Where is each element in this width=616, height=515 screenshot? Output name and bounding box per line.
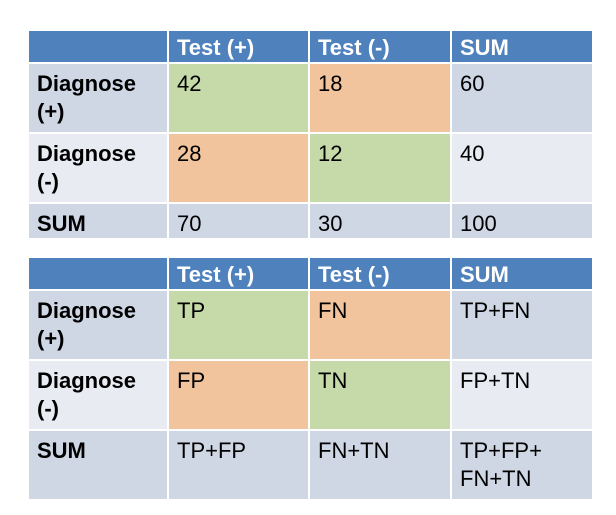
row-header-diagnose-negative: Diagnose (-) — [27, 359, 169, 431]
cell-false-negative-count: 18 — [308, 62, 452, 134]
cell-total-sum: TP+FP+ FN+TN — [450, 429, 594, 501]
cell-fn: FN — [308, 289, 452, 361]
cell-tn: TN — [308, 359, 452, 431]
header-row: Test (+) Test (-) SUM — [27, 256, 594, 291]
table-row-diagnose-negative: Diagnose (-) 28 12 40 — [27, 132, 594, 204]
table-row-diagnose-positive: Diagnose (+) TP FN TP+FN — [27, 289, 594, 361]
corner-cell — [27, 29, 169, 64]
cell-column-sum: TP+FP — [167, 429, 310, 501]
row-header-sum: SUM — [27, 429, 169, 501]
cell-column-sum: FN+TN — [308, 429, 452, 501]
column-header-test-negative: Test (-) — [308, 29, 452, 64]
cell-total-sum: 100 — [450, 202, 594, 240]
row-header-diagnose-positive: Diagnose (+) — [27, 62, 169, 134]
table-row-diagnose-negative: Diagnose (-) FP TN FP+TN — [27, 359, 594, 431]
cell-row-sum: 60 — [450, 62, 594, 134]
cell-fp: FP — [167, 359, 310, 431]
formula-table: Test (+) Test (-) SUM Diagnose (+) TP FN… — [27, 256, 594, 501]
cell-tp: TP — [167, 289, 310, 361]
header-row: Test (+) Test (-) SUM — [27, 29, 594, 64]
cell-column-sum: 30 — [308, 202, 452, 240]
row-header-diagnose-negative: Diagnose (-) — [27, 132, 169, 204]
cell-row-sum: FP+TN — [450, 359, 594, 431]
cell-column-sum: 70 — [167, 202, 310, 240]
table-row-sum: SUM 70 30 100 — [27, 202, 594, 240]
column-header-sum: SUM — [450, 256, 594, 291]
column-header-sum: SUM — [450, 29, 594, 64]
cell-row-sum: TP+FN — [450, 289, 594, 361]
cell-true-negative-count: 12 — [308, 132, 452, 204]
column-header-test-negative: Test (-) — [308, 256, 452, 291]
corner-cell — [27, 256, 169, 291]
cell-row-sum: 40 — [450, 132, 594, 204]
cell-true-positive-count: 42 — [167, 62, 310, 134]
row-header-diagnose-positive: Diagnose (+) — [27, 289, 169, 361]
table-row-diagnose-positive: Diagnose (+) 42 18 60 — [27, 62, 594, 134]
row-header-sum: SUM — [27, 202, 169, 240]
column-header-test-positive: Test (+) — [167, 256, 310, 291]
column-header-test-positive: Test (+) — [167, 29, 310, 64]
table-row-sum: SUM TP+FP FN+TN TP+FP+ FN+TN — [27, 429, 594, 501]
cell-false-positive-count: 28 — [167, 132, 310, 204]
counts-table: Test (+) Test (-) SUM Diagnose (+) 42 18… — [27, 29, 594, 240]
